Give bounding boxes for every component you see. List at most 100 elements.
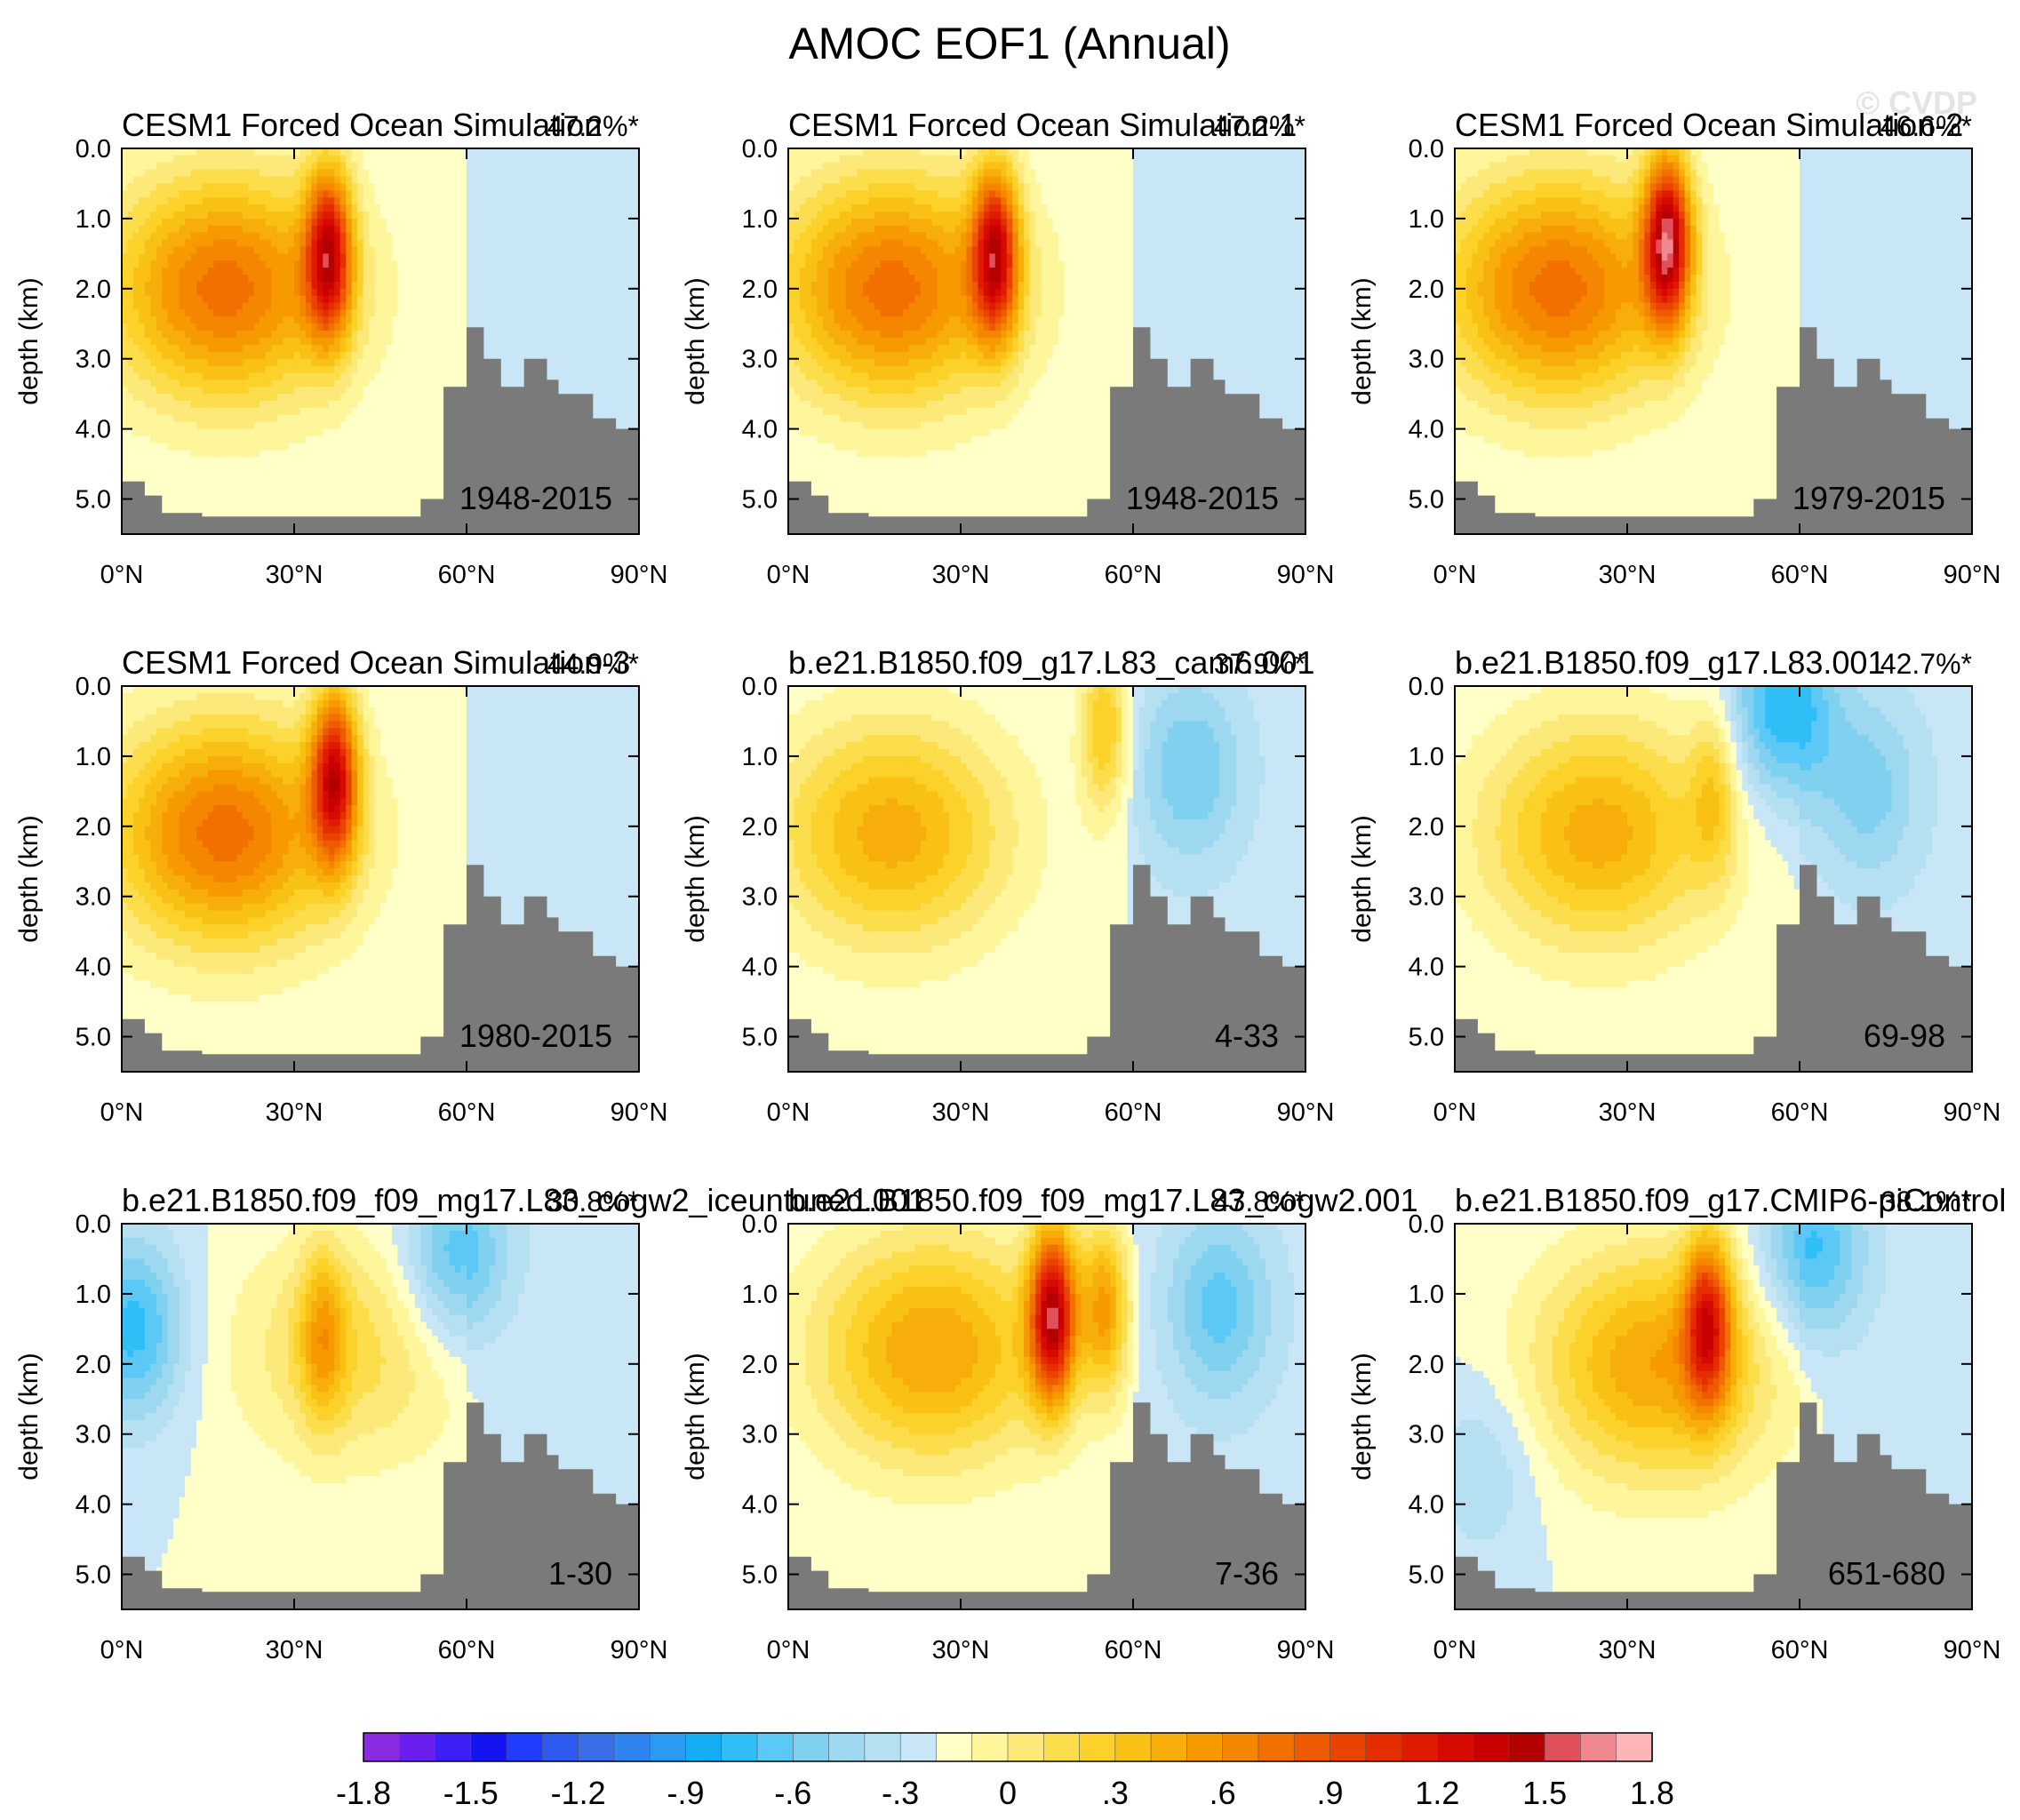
bathymetry bbox=[122, 327, 639, 534]
colorbar-label: 0 bbox=[999, 1775, 1017, 1811]
y-tick-label: 2.0 bbox=[1409, 1351, 1444, 1379]
contour-field bbox=[788, 686, 1305, 1072]
x-tick-label: 0°N bbox=[1433, 1636, 1477, 1664]
x-tick-label: 90°N bbox=[611, 1636, 668, 1664]
variance-percent: 46.6%* bbox=[1880, 110, 1972, 142]
y-tick-label: 1.0 bbox=[742, 1281, 778, 1309]
colorbar-label: -1.8 bbox=[336, 1775, 391, 1811]
y-axis-label: depth (km) bbox=[1347, 1353, 1377, 1480]
y-tick-label: 3.0 bbox=[742, 1421, 778, 1449]
y-tick-label: 1.0 bbox=[1409, 1281, 1444, 1309]
colorbar-swatch bbox=[1079, 1732, 1116, 1762]
y-axis-label: depth (km) bbox=[14, 1353, 44, 1480]
bathymetry bbox=[122, 1402, 639, 1609]
y-tick-label: 5.0 bbox=[76, 1024, 111, 1052]
y-axis-label: depth (km) bbox=[681, 815, 710, 942]
y-tick-label: 3.0 bbox=[1409, 1421, 1444, 1449]
y-tick-label: 5.0 bbox=[742, 1024, 778, 1052]
colorbar-swatch bbox=[936, 1732, 973, 1762]
colorbar-swatch bbox=[1007, 1732, 1045, 1762]
y-tick-label: 1.0 bbox=[1409, 743, 1444, 771]
y-axis-label: depth (km) bbox=[1347, 277, 1377, 404]
y-tick-label: 0.0 bbox=[742, 673, 778, 701]
y-tick-label: 3.0 bbox=[76, 346, 111, 374]
x-tick-label: 30°N bbox=[266, 1636, 323, 1664]
y-tick-label: 5.0 bbox=[742, 1561, 778, 1590]
panel-2: 0.0 1.0 2.0 3.0 4.0 5.0 0°N 30°N 60°N 90°N depth (… bbox=[681, 107, 1334, 589]
x-tick-label: 0°N bbox=[100, 1098, 144, 1127]
y-tick-label: 1.0 bbox=[742, 205, 778, 234]
bathymetry bbox=[1455, 327, 1972, 534]
colorbar-swatch bbox=[1473, 1732, 1510, 1762]
colorbar-swatch bbox=[971, 1732, 1009, 1762]
x-tick-label: 30°N bbox=[932, 561, 990, 589]
panel-4: 0.0 1.0 2.0 3.0 4.0 5.0 0°N 30°N 60°N 90°N depth (… bbox=[14, 644, 667, 1127]
y-tick-label: 2.0 bbox=[76, 1351, 111, 1379]
panel-9: 0.0 1.0 2.0 3.0 4.0 5.0 0°N 30°N 60°N 90°N depth (… bbox=[1347, 1182, 2006, 1664]
colorbar-swatch bbox=[1544, 1732, 1582, 1762]
variance-percent: 47.2%* bbox=[1214, 110, 1305, 142]
colorbar-label: .6 bbox=[1210, 1775, 1236, 1811]
y-tick-label: 5.0 bbox=[76, 486, 111, 515]
period-label: 1948-2015 bbox=[1126, 480, 1279, 516]
colorbar-swatch bbox=[542, 1732, 579, 1762]
contour-field bbox=[122, 686, 639, 1072]
x-tick-label: 30°N bbox=[932, 1098, 990, 1127]
panel-7: 0.0 1.0 2.0 3.0 4.0 5.0 0°N 30°N 60°N 90°N depth (… bbox=[14, 1182, 926, 1664]
period-label: 651-680 bbox=[1828, 1555, 1945, 1592]
colorbar-swatch bbox=[649, 1732, 687, 1762]
bathymetry bbox=[788, 865, 1305, 1072]
variance-percent: 44.9%* bbox=[547, 648, 639, 680]
bathymetry bbox=[1455, 1402, 1972, 1609]
contour-field bbox=[1455, 1224, 1972, 1609]
y-tick-label: 1.0 bbox=[742, 743, 778, 771]
colorbar-swatch bbox=[1042, 1732, 1081, 1762]
colorbar-swatch bbox=[470, 1732, 507, 1762]
x-tick-label: 90°N bbox=[1277, 1636, 1335, 1664]
x-tick-label: 30°N bbox=[932, 1636, 990, 1664]
variance-percent: 47.2%* bbox=[547, 110, 639, 142]
panel-title: b.e21.B1850.f09_f09_mg17.L83_cogw2.001 bbox=[788, 1182, 1418, 1218]
x-tick-label: 90°N bbox=[611, 561, 668, 589]
colorbar-label: .3 bbox=[1102, 1775, 1129, 1811]
colorbar-label: 1.8 bbox=[1630, 1775, 1674, 1811]
x-tick-label: 0°N bbox=[100, 561, 144, 589]
plot-frame bbox=[787, 1223, 1306, 1610]
colorbar-swatch bbox=[613, 1732, 651, 1762]
colorbar-swatch bbox=[864, 1732, 901, 1762]
y-tick-label: 0.0 bbox=[76, 673, 111, 701]
colorbar-label: -.3 bbox=[882, 1775, 919, 1811]
y-axis-label: depth (km) bbox=[681, 277, 710, 404]
y-tick-label: 0.0 bbox=[1409, 673, 1444, 701]
panel-1: 0.0 1.0 2.0 3.0 4.0 5.0 0°N 30°N 60°N 90°N depth (… bbox=[14, 107, 667, 589]
bathymetry bbox=[788, 1402, 1305, 1609]
colorbar-swatch bbox=[1365, 1732, 1402, 1762]
colorbar-label: 1.5 bbox=[1522, 1775, 1567, 1811]
x-tick-label: 60°N bbox=[1105, 1636, 1162, 1664]
x-tick-label: 60°N bbox=[438, 1098, 496, 1127]
y-tick-label: 4.0 bbox=[76, 1491, 111, 1520]
contour-field bbox=[788, 148, 1305, 534]
y-tick-label: 3.0 bbox=[76, 1421, 111, 1449]
y-tick-label: 0.0 bbox=[1409, 135, 1444, 164]
plot-frame bbox=[121, 148, 640, 535]
y-tick-label: 3.0 bbox=[1409, 346, 1444, 374]
panel-title: CESM1 Forced Ocean Simulation-3 bbox=[122, 644, 630, 681]
panel-title: b.e21.B1850.f09_g17.L83.001 bbox=[1455, 644, 1885, 681]
x-tick-label: 90°N bbox=[611, 1098, 668, 1127]
colorbar-swatch bbox=[1508, 1732, 1545, 1762]
colorbar: -1.8 -1.5 -1.2 -.9 -.6 -.3 0 .3 .6 .9 1.2 1.5 1.8 bbox=[336, 1732, 1674, 1811]
variance-percent: 42.7%* bbox=[1880, 648, 1972, 680]
period-label: 7-36 bbox=[1215, 1555, 1279, 1592]
y-tick-label: 2.0 bbox=[1409, 813, 1444, 842]
panel-6: 0.0 1.0 2.0 3.0 4.0 5.0 0°N 30°N 60°N 90°N depth (… bbox=[1347, 644, 2000, 1127]
colorbar-swatch bbox=[1437, 1732, 1474, 1762]
contour-field bbox=[122, 1224, 639, 1609]
y-tick-label: 2.0 bbox=[742, 813, 778, 842]
x-tick-label: 30°N bbox=[266, 1098, 323, 1127]
x-tick-label: 0°N bbox=[1433, 1098, 1477, 1127]
variance-percent: 47.8%* bbox=[1214, 1185, 1305, 1217]
plot-frame bbox=[1454, 685, 1973, 1073]
colorbar-label: .9 bbox=[1316, 1775, 1343, 1811]
colorbar-swatch bbox=[1258, 1732, 1296, 1762]
